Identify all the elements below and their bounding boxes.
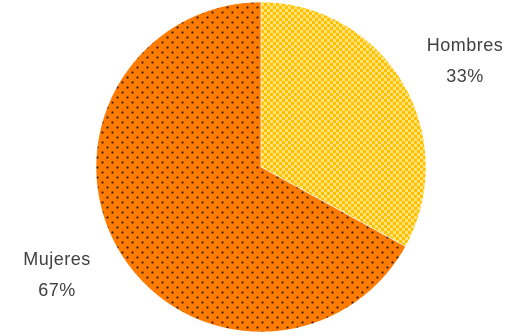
pie-slice-hombres (260, 1, 427, 247)
pie-slice-mujeres (95, 1, 406, 333)
slice-label-hombres-value: 33% (446, 66, 484, 86)
slice-label-mujeres-name: Mujeres (23, 249, 91, 269)
slice-label-mujeres-value: 67% (38, 280, 76, 300)
pie-slices (95, 1, 427, 333)
pie-labels: Hombres 33% Mujeres 67% (23, 35, 503, 300)
slice-label-hombres-name: Hombres (427, 35, 504, 55)
